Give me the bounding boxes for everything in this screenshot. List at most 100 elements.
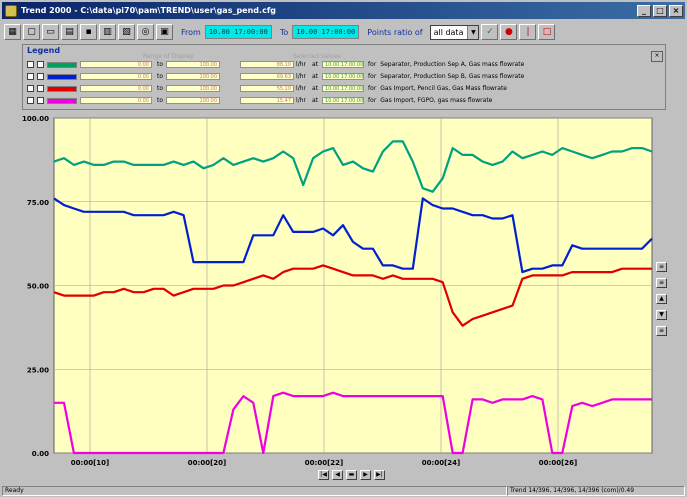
nav-button[interactable]: ▬ <box>346 470 357 480</box>
from-field[interactable]: 10.00 17:00:00 <box>204 25 272 39</box>
legend-min[interactable]: 0.00 <box>80 97 152 104</box>
nav-button[interactable]: ▶| <box>374 470 385 480</box>
legend-to-label: to <box>157 97 164 104</box>
legend-description: Gas Import, Pencil Gas, Gas Mass flowrat… <box>380 85 507 92</box>
folder-icon[interactable]: ▤ <box>61 24 78 40</box>
x-tick-label: 00:00[22] <box>305 459 343 467</box>
stop-icon[interactable]: □ <box>538 24 556 40</box>
status-bar: Ready Trend 14/396, 14/396, 14/396 (com)… <box>2 486 685 496</box>
legend-value: 15.47 <box>240 97 295 104</box>
legend-min[interactable]: 0.00 <box>80 73 152 80</box>
legend-color-swatch[interactable] <box>47 97 77 104</box>
title-bar: Trend 2000 - C:\data\pi70\pam\TREND\user… <box>2 2 685 19</box>
open-icon[interactable]: ▭ <box>42 24 59 40</box>
legend-select-checkbox[interactable] <box>27 73 34 80</box>
legend-row[interactable]: 0.00 to 100.00 69.63 l/hr at 10.00 17:00:00 for… <box>27 72 524 81</box>
y-tick-label: 25.00 <box>27 366 49 374</box>
legend-min[interactable]: 0.00 <box>80 85 152 92</box>
legend-row[interactable]: 0.00 to 100.00 88.10 l/hr at 10.00 17:00:00 for… <box>27 60 524 69</box>
chevron-down-icon[interactable]: ▼ <box>467 25 479 39</box>
print-icon[interactable]: ▥ <box>99 24 116 40</box>
legend-select-checkbox[interactable] <box>27 97 34 104</box>
legend-panel: Legend Range of Display Selected Values … <box>22 44 666 110</box>
side-scroll-button[interactable]: ≡ <box>656 262 667 272</box>
legend-at-label: at <box>312 97 319 104</box>
export-icon[interactable]: ▣ <box>156 24 173 40</box>
legend-value: 88.10 <box>240 61 295 68</box>
legend-for-label: for <box>368 61 377 68</box>
series-line <box>54 391 652 455</box>
legend-close-icon[interactable]: × <box>651 51 663 62</box>
y-tick-label: 50.00 <box>27 283 49 291</box>
legend-row[interactable]: 0.00 to 100.00 15.47 l/hr at 10.00 17:00:00 for… <box>27 96 492 105</box>
legend-max[interactable]: 100.00 <box>166 73 221 80</box>
y-tick-label: 75.00 <box>27 199 49 207</box>
legend-min[interactable]: 0.00 <box>80 61 152 68</box>
side-scroll-button[interactable]: ▼ <box>656 310 667 320</box>
range-header: Range of Display <box>143 53 194 60</box>
legend-to-label: to <box>157 85 164 92</box>
legend-title: Legend <box>27 46 61 55</box>
to-field[interactable]: 10.00 17:00:00 <box>292 25 360 39</box>
to-label: To <box>279 27 289 37</box>
legend-select-checkbox[interactable] <box>27 85 34 92</box>
legend-value: 55.10 <box>240 85 295 92</box>
values-header: Selected Values <box>293 53 341 60</box>
side-scroll-button[interactable]: ≡ <box>656 278 667 288</box>
legend-visible-checkbox[interactable] <box>37 97 44 104</box>
table-icon[interactable]: ▧ <box>118 24 135 40</box>
app-icon <box>5 4 17 17</box>
legend-color-swatch[interactable] <box>47 85 77 92</box>
side-scroll-button[interactable]: ≡ <box>656 326 667 336</box>
legend-for-label: for <box>368 85 377 92</box>
maximize-button[interactable]: □ <box>653 4 667 17</box>
x-tick-label: 00:00[10] <box>71 459 109 467</box>
legend-to-label: to <box>157 73 164 80</box>
nav-button[interactable]: |◀ <box>318 470 329 480</box>
points-select[interactable]: all data ▼ <box>429 24 480 40</box>
legend-select-checkbox[interactable] <box>27 61 34 68</box>
refresh-icon[interactable]: ◎ <box>137 24 154 40</box>
legend-unit: l/hr <box>296 73 306 80</box>
close-button[interactable]: × <box>669 4 683 17</box>
window-title: Trend 2000 - C:\data\pi70\pam\TREND\user… <box>21 6 277 15</box>
series-line <box>53 197 653 274</box>
nav-button[interactable]: ◀ <box>332 470 343 480</box>
points-select-value: all data <box>433 27 464 37</box>
minimize-button[interactable]: _ <box>637 4 651 17</box>
legend-unit: l/hr <box>296 85 306 92</box>
nav-button[interactable]: ▶ <box>360 470 371 480</box>
legend-time: 10.00 17:00:00 <box>322 85 365 92</box>
legend-time: 10.00 17:00:00 <box>322 97 365 104</box>
legend-time: 10.00 17:00:00 <box>322 73 365 80</box>
legend-visible-checkbox[interactable] <box>37 73 44 80</box>
side-scroll-button[interactable]: ▲ <box>656 294 667 304</box>
legend-color-swatch[interactable] <box>47 61 77 68</box>
status-info: Trend 14/396, 14/396, 14/396 (com)/0.49 <box>507 486 685 496</box>
legend-unit: l/hr <box>296 97 306 104</box>
grid-icon[interactable]: ▦ <box>4 24 21 40</box>
legend-visible-checkbox[interactable] <box>37 61 44 68</box>
legend-max[interactable]: 100.00 <box>166 97 221 104</box>
y-tick-label: 0.00 <box>32 450 49 458</box>
record-icon[interactable]: ● <box>500 24 518 40</box>
legend-time: 10.00 17:00:00 <box>322 61 365 68</box>
check-icon[interactable]: ✓ <box>481 24 499 40</box>
legend-color-swatch[interactable] <box>47 73 77 80</box>
legend-description: Separator, Production Sep A, Gas mass fl… <box>380 61 525 68</box>
x-tick-label: 00:00[20] <box>188 459 226 467</box>
legend-row[interactable]: 0.00 to 100.00 55.10 l/hr at 10.00 17:00:00 for… <box>27 84 507 93</box>
series-line <box>53 264 652 327</box>
trend-chart[interactable]: 100.00 75.00 50.00 25.00 0.00 00:00[10] 00:00[… <box>2 112 685 484</box>
marker-icon[interactable]: | <box>519 24 537 40</box>
new-icon[interactable]: ▢ <box>23 24 40 40</box>
legend-max[interactable]: 100.00 <box>166 85 221 92</box>
x-tick-label: 00:00[24] <box>422 459 460 467</box>
save-icon[interactable]: ▪ <box>80 24 97 40</box>
legend-visible-checkbox[interactable] <box>37 85 44 92</box>
legend-value: 69.63 <box>240 73 295 80</box>
legend-max[interactable]: 100.00 <box>166 61 221 68</box>
y-tick-label: 100.00 <box>22 115 49 123</box>
status-text: Ready <box>2 486 507 496</box>
legend-at-label: at <box>312 61 319 68</box>
